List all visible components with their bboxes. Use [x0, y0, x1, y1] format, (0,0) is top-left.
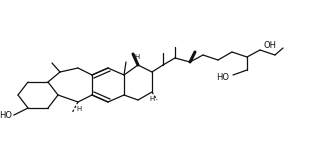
- Text: HO: HO: [216, 73, 229, 83]
- Text: H: H: [76, 106, 82, 112]
- Text: H: H: [134, 54, 140, 60]
- Text: OH: OH: [263, 41, 276, 51]
- Text: HO: HO: [0, 112, 12, 120]
- Text: H: H: [149, 96, 155, 102]
